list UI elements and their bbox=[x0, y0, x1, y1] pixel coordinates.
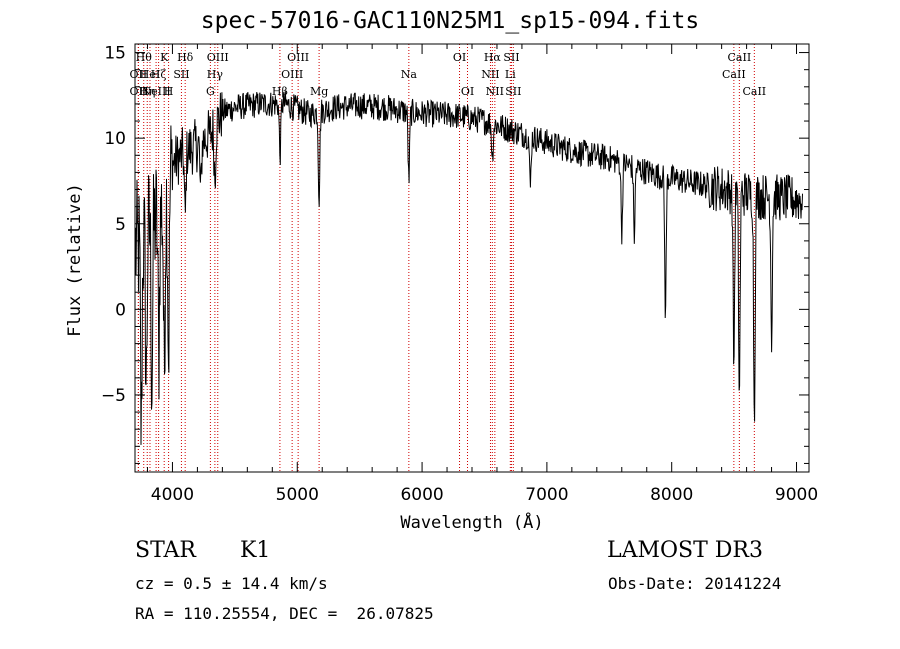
spectral-line-label: Li bbox=[505, 68, 516, 81]
x-tick-label: 5000 bbox=[276, 485, 319, 505]
x-tick-label: 9000 bbox=[775, 485, 818, 505]
spectral-line-label: Hζ bbox=[151, 68, 167, 81]
spectral-line-markers bbox=[137, 44, 755, 472]
spectral-line-label: Mg bbox=[310, 85, 328, 98]
spectral-line-labels: OII OII Hθ Hη HeI NeIII Hζ K H SII Hδ G Hγ OIII Hβ OIII… bbox=[130, 51, 767, 98]
spectrum-line bbox=[135, 91, 803, 445]
spectral-line-label: OIII bbox=[281, 68, 303, 81]
y-tick-label: −5 bbox=[101, 386, 126, 406]
y-axis: −5 0 5 10 15 bbox=[101, 44, 809, 464]
spectral-line-label: Hγ bbox=[207, 68, 224, 81]
spectral-line-label: SII bbox=[503, 51, 519, 64]
spectral-line-label: OI bbox=[453, 51, 466, 64]
spectral-line-label: CaII bbox=[728, 51, 752, 64]
spectral-line-label: K bbox=[160, 51, 169, 64]
spectral-line-label: H bbox=[164, 85, 174, 98]
x-tick-label: 8000 bbox=[650, 485, 693, 505]
x-tick-label: 7000 bbox=[525, 485, 568, 505]
x-axis-label: Wavelength (Å) bbox=[400, 511, 543, 533]
y-tick-label: 0 bbox=[115, 300, 126, 320]
spectral-line-label: HeI bbox=[140, 68, 160, 81]
x-tick-label: 4000 bbox=[151, 485, 194, 505]
spectral-line-label: NII bbox=[481, 68, 499, 81]
y-axis-label: Flux (relative) bbox=[65, 183, 85, 337]
y-tick-label: 10 bbox=[104, 129, 126, 149]
chart-title: spec-57016-GAC110N25M1_sp15-094.fits bbox=[200, 8, 700, 34]
spectral-line-label: OI bbox=[461, 85, 474, 98]
spectral-line-label: Hδ bbox=[177, 51, 194, 64]
spectral-line-label: CaII bbox=[722, 68, 746, 81]
x-axis: 4000 5000 6000 7000 8000 9000 bbox=[146, 44, 818, 505]
spectral-line-label: OIII bbox=[287, 51, 309, 64]
redshift-text: cz = 0.5 ± 14.4 km/s bbox=[135, 574, 328, 593]
spectral-line-label: Hθ bbox=[136, 51, 153, 64]
spectral-line-label: G bbox=[206, 85, 215, 98]
survey-label: LAMOST DR3 bbox=[607, 538, 763, 563]
spectral-line-label: NeIII bbox=[142, 85, 171, 98]
spectral-line-label: Na bbox=[401, 68, 418, 81]
spectral-line-label: OII bbox=[130, 85, 148, 98]
spectral-line-label: OIII bbox=[207, 51, 229, 64]
spectral-line-label: OII bbox=[130, 68, 148, 81]
coordinates-text: RA = 110.25554, DEC = 26.07825 bbox=[135, 604, 434, 623]
spectral-line-label: SII bbox=[505, 85, 521, 98]
y-tick-label: 5 bbox=[115, 215, 126, 235]
y-tick-label: 15 bbox=[104, 44, 126, 64]
spectral-line-label: Hα bbox=[484, 51, 502, 64]
obs-date: Obs-Date: 20141224 bbox=[608, 574, 782, 593]
object-subclass: K1 bbox=[240, 538, 271, 563]
spectral-line-label: NII bbox=[486, 85, 504, 98]
x-tick-label: 6000 bbox=[400, 485, 443, 505]
spectral-line-label: SII bbox=[173, 68, 189, 81]
spectral-line-label: Hβ bbox=[272, 85, 288, 98]
spectral-line-label: Hη bbox=[139, 85, 155, 98]
object-class: STAR bbox=[135, 538, 196, 563]
spectral-line-label: CaII bbox=[742, 85, 766, 98]
